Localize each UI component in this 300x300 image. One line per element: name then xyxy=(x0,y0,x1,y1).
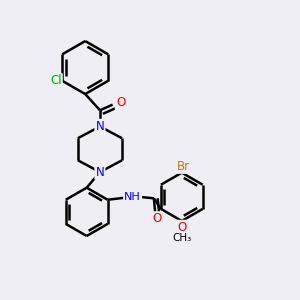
Text: NH: NH xyxy=(124,192,141,202)
Text: N: N xyxy=(96,120,104,133)
Text: CH₃: CH₃ xyxy=(172,233,191,243)
Text: O: O xyxy=(153,212,162,225)
Text: N: N xyxy=(96,166,104,178)
Text: Br: Br xyxy=(177,160,190,173)
Text: O: O xyxy=(177,221,186,234)
Text: O: O xyxy=(116,96,125,110)
Text: Cl: Cl xyxy=(50,74,61,87)
